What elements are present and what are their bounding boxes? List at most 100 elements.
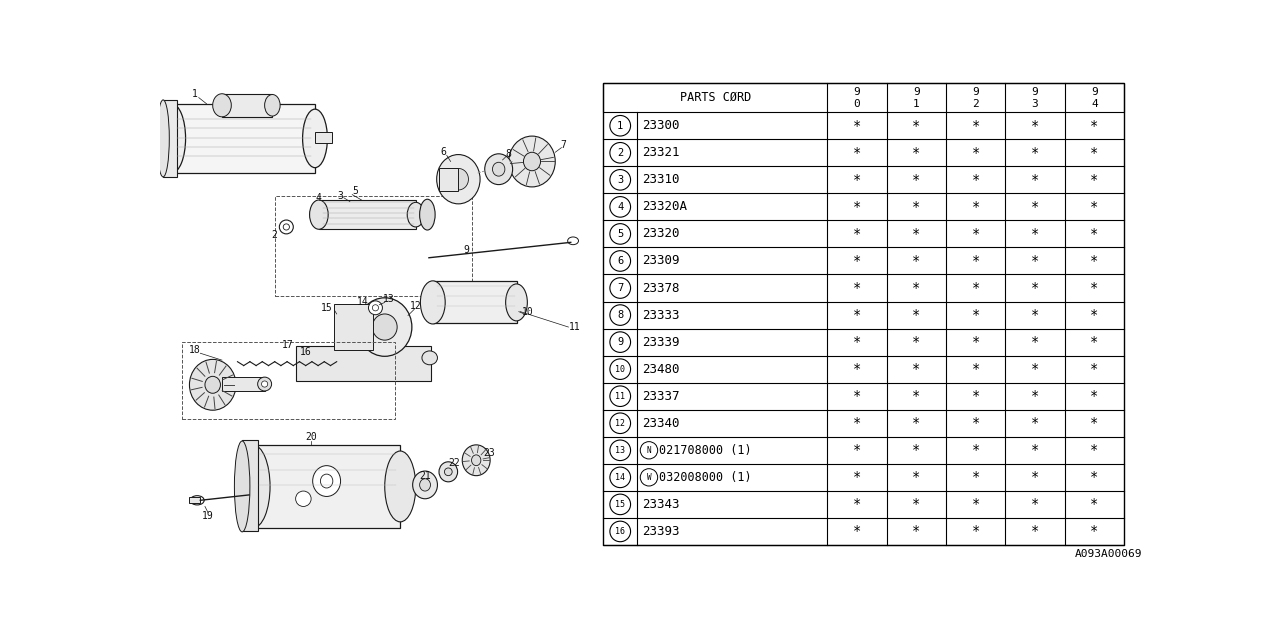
Ellipse shape xyxy=(420,479,430,491)
Text: 6: 6 xyxy=(440,147,445,157)
Text: *: * xyxy=(1030,119,1039,132)
Ellipse shape xyxy=(189,360,236,410)
Bar xyxy=(296,346,431,381)
Text: *: * xyxy=(972,119,980,132)
Text: *: * xyxy=(972,308,980,322)
Bar xyxy=(242,440,257,531)
Text: 1: 1 xyxy=(192,89,198,99)
Ellipse shape xyxy=(279,220,293,234)
Circle shape xyxy=(640,468,658,486)
Text: 10: 10 xyxy=(616,365,625,374)
Text: 9: 9 xyxy=(854,87,860,97)
Bar xyxy=(603,83,1124,545)
Circle shape xyxy=(609,494,631,515)
Text: 4: 4 xyxy=(316,193,321,204)
Text: *: * xyxy=(852,497,861,511)
Circle shape xyxy=(609,440,631,461)
Text: 15: 15 xyxy=(321,303,333,313)
Text: 10: 10 xyxy=(522,307,534,317)
Text: *: * xyxy=(913,119,920,132)
Bar xyxy=(439,168,458,191)
Text: *: * xyxy=(972,524,980,538)
Text: 18: 18 xyxy=(189,345,201,355)
Ellipse shape xyxy=(385,451,416,522)
Text: *: * xyxy=(852,173,861,187)
Text: 23343: 23343 xyxy=(641,498,680,511)
Circle shape xyxy=(609,251,631,271)
Ellipse shape xyxy=(444,468,452,476)
Text: *: * xyxy=(972,335,980,349)
Circle shape xyxy=(609,386,631,406)
Text: 11: 11 xyxy=(616,392,625,401)
Text: 23320A: 23320A xyxy=(641,200,687,213)
Text: *: * xyxy=(972,146,980,160)
Bar xyxy=(334,304,374,350)
Text: 23300: 23300 xyxy=(641,119,680,132)
Ellipse shape xyxy=(524,152,540,171)
Circle shape xyxy=(609,143,631,163)
Text: *: * xyxy=(1030,200,1039,214)
Circle shape xyxy=(609,115,631,136)
Ellipse shape xyxy=(485,154,512,184)
Bar xyxy=(315,132,332,143)
Ellipse shape xyxy=(448,168,468,190)
Text: *: * xyxy=(1091,308,1098,322)
Text: 1: 1 xyxy=(913,99,919,109)
Text: *: * xyxy=(1091,497,1098,511)
Text: *: * xyxy=(1091,119,1098,132)
Text: 3: 3 xyxy=(337,191,343,201)
Text: *: * xyxy=(1030,524,1039,538)
Ellipse shape xyxy=(157,100,169,177)
Text: 23333: 23333 xyxy=(641,308,680,321)
Circle shape xyxy=(609,305,631,325)
Ellipse shape xyxy=(283,224,289,230)
Ellipse shape xyxy=(436,155,480,204)
Circle shape xyxy=(609,196,631,217)
Text: *: * xyxy=(1091,335,1098,349)
Text: 12: 12 xyxy=(616,419,625,428)
Ellipse shape xyxy=(191,495,205,505)
Ellipse shape xyxy=(357,298,412,356)
Text: 032008000 (1): 032008000 (1) xyxy=(659,471,751,484)
Bar xyxy=(253,445,401,528)
Text: *: * xyxy=(1030,173,1039,187)
Text: 23321: 23321 xyxy=(641,147,680,159)
Ellipse shape xyxy=(412,471,438,499)
Text: 15: 15 xyxy=(616,500,625,509)
Text: 9: 9 xyxy=(913,87,919,97)
Text: *: * xyxy=(913,227,920,241)
Text: *: * xyxy=(1091,362,1098,376)
Text: 14: 14 xyxy=(616,473,625,482)
Ellipse shape xyxy=(372,305,379,311)
Text: 9: 9 xyxy=(1032,87,1038,97)
Text: *: * xyxy=(1030,444,1039,458)
Ellipse shape xyxy=(471,455,481,466)
Ellipse shape xyxy=(508,136,556,187)
Text: *: * xyxy=(1091,146,1098,160)
Text: *: * xyxy=(913,254,920,268)
Text: 1: 1 xyxy=(617,121,623,131)
Text: *: * xyxy=(972,389,980,403)
Text: *: * xyxy=(913,416,920,430)
Text: 11: 11 xyxy=(568,322,581,332)
Ellipse shape xyxy=(422,351,438,365)
Text: PARTS CØRD: PARTS CØRD xyxy=(680,91,751,104)
Circle shape xyxy=(609,332,631,353)
Bar xyxy=(182,342,394,419)
Text: *: * xyxy=(1091,524,1098,538)
Text: 9: 9 xyxy=(463,245,468,255)
Text: *: * xyxy=(1030,335,1039,349)
Ellipse shape xyxy=(234,441,250,532)
Circle shape xyxy=(609,223,631,244)
Ellipse shape xyxy=(205,376,220,393)
Text: *: * xyxy=(972,497,980,511)
Text: 5: 5 xyxy=(617,229,623,239)
Text: W: W xyxy=(646,473,652,482)
Text: *: * xyxy=(1091,173,1098,187)
Text: *: * xyxy=(913,173,920,187)
Text: 6: 6 xyxy=(617,256,623,266)
Ellipse shape xyxy=(506,284,527,321)
Text: *: * xyxy=(852,470,861,484)
Text: *: * xyxy=(852,281,861,295)
Bar xyxy=(319,200,416,229)
